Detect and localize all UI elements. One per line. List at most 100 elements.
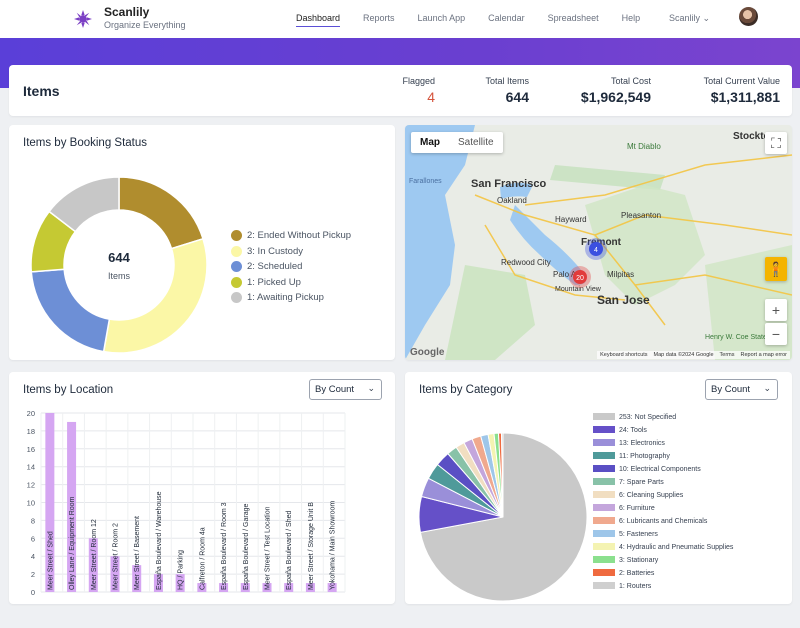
x-tick-label: Meer Street / Test Location	[265, 506, 272, 590]
nav-calendar[interactable]: Calendar	[488, 13, 525, 23]
legend-swatch	[593, 413, 615, 420]
nav-dashboard[interactable]: Dashboard	[296, 13, 341, 27]
legend-item[interactable]: 1: Picked Up	[231, 275, 351, 291]
y-tick-label: 0	[31, 588, 35, 597]
donut-slice-3-in-custody[interactable]	[102, 237, 208, 354]
legend-label: 3: In Custody	[247, 245, 303, 257]
bar-espa-a-boulevard-shed[interactable]	[284, 583, 294, 592]
map-tab-map[interactable]: Map	[420, 137, 440, 148]
legend-swatch	[231, 276, 242, 288]
y-tick-label: 20	[27, 409, 35, 418]
map-report-error-link[interactable]: Report a map error	[740, 352, 787, 358]
bar-meer-street-storage-unit-b[interactable]	[305, 583, 315, 592]
legend-label: 6: Lubricants and Chemicals	[619, 518, 708, 525]
legend-label: 6: Cleaning Supplies	[619, 492, 684, 499]
legend-swatch	[593, 439, 615, 446]
pie-slice-1-routers[interactable]	[500, 432, 504, 518]
stat-label: Flagged	[402, 76, 435, 86]
stat-total-items: Total Items 644	[469, 76, 529, 105]
category-metric-select[interactable]: By Count ⌄	[705, 379, 778, 400]
nav-spreadsheet[interactable]: Spreadsheet	[547, 13, 599, 23]
bar-meer-street-room-12[interactable]	[88, 538, 98, 592]
bar-olley-lane-equipment-room[interactable]	[67, 421, 77, 592]
fullscreen-icon[interactable]: ⛶	[765, 132, 787, 154]
donut-slice-2-ended-without-pickup[interactable]	[118, 176, 204, 250]
legend-item[interactable]: 2: Ended Without Pickup	[231, 228, 351, 244]
x-tick-label: Meer Street / Room 12	[91, 519, 98, 590]
nav-reports[interactable]: Reports	[363, 13, 395, 23]
brand[interactable]: Scanlily Organize Everything	[74, 6, 186, 31]
brand-tagline: Organize Everything	[104, 20, 186, 30]
bar-calfreton-room-4a[interactable]	[197, 583, 207, 592]
nav-launch-app[interactable]: Launch App	[417, 13, 466, 23]
map-data-credit: Map data ©2024 Google	[653, 352, 714, 358]
bar-espa-a-boulevard-warehouse[interactable]	[153, 574, 163, 592]
bar-meer-street-room-2[interactable]	[110, 556, 120, 592]
stat-value: 4	[427, 89, 435, 105]
y-tick-label: 4	[31, 552, 35, 561]
x-tick-label: Meer Street / Storage Unit B	[308, 502, 315, 590]
nav-help[interactable]: Help	[621, 13, 641, 23]
street-view-icon[interactable]: 🧍	[765, 257, 787, 281]
y-tick-label: 10	[27, 499, 35, 508]
chevron-down-icon: ⌄	[702, 13, 711, 23]
map-widget[interactable]: San Francisco Stockton Mt Diablo Pleasan…	[405, 125, 792, 360]
legend-label: 1: Picked Up	[247, 276, 301, 288]
legend-swatch	[593, 582, 615, 589]
bar-espa-a-boulevard-room-3[interactable]	[219, 583, 229, 592]
map-tab-satellite[interactable]: Satellite	[458, 137, 494, 148]
bar-meer-street-test-location[interactable]	[262, 583, 272, 592]
y-tick-label: 12	[27, 481, 35, 490]
bar-meer-street-shed[interactable]	[45, 413, 55, 592]
y-tick-label: 16	[27, 445, 35, 454]
map-canvas[interactable]: San Francisco Stockton Mt Diablo Pleasan…	[405, 125, 792, 360]
map-cluster-red[interactable]: 20	[569, 266, 591, 288]
bar-espa-a-boulevard-garage[interactable]	[240, 583, 250, 592]
card-title: Items by Location	[23, 384, 114, 396]
map-label-farallones: Farallones	[409, 178, 442, 185]
x-tick-label: Olley Lane / Equipment Room	[69, 496, 76, 590]
map-label-henry-coe: Henry W. Coe State Park	[705, 334, 784, 341]
map-label-san-jose: San Jose	[597, 293, 650, 307]
map-keyboard-shortcuts[interactable]: Keyboard shortcuts	[600, 352, 648, 358]
zoom-in-icon[interactable]: +	[765, 299, 787, 321]
category-pie-chart: 253: Not Specified 24: Tools 13: Electroni…	[418, 413, 734, 602]
donut-slice-2-scheduled[interactable]	[30, 268, 111, 353]
stat-value: $1,962,549	[580, 89, 651, 105]
avatar[interactable]	[739, 7, 758, 26]
legend-label: 3: Stationary	[619, 557, 659, 564]
location-card: Items by Location By Count ⌄ 0 2 4 6 8 10 12 14…	[9, 372, 395, 604]
map-label-mt-diablo: Mt Diablo	[627, 142, 661, 151]
legend-label: 5: Fasteners	[619, 531, 658, 538]
legend-item[interactable]: 3: In Custody	[231, 244, 351, 260]
booking-donut-chart	[30, 176, 208, 354]
x-tick-label: Calfreton / Room 4a	[199, 527, 206, 590]
google-logo: Google	[410, 347, 445, 358]
legend-item[interactable]: 1: Awaiting Pickup	[231, 290, 351, 306]
bar-hq-parking[interactable]	[175, 574, 185, 592]
bar-meer-street-basement[interactable]	[132, 565, 142, 592]
legend-item[interactable]: 2: Scheduled	[231, 259, 351, 275]
zoom-out-icon[interactable]: −	[765, 323, 787, 345]
top-navbar: Scanlily Organize Everything Dashboard R…	[0, 0, 800, 38]
location-metric-select[interactable]: By Count ⌄	[309, 379, 382, 400]
legend-label: 2: Ended Without Pickup	[247, 230, 352, 242]
map-terms-link[interactable]: Terms	[719, 352, 735, 358]
legend-label: 11: Photography	[619, 453, 670, 460]
legend-swatch	[593, 465, 615, 472]
chevron-down-icon: ⌄	[367, 383, 375, 393]
card-title: Items by Category	[419, 384, 513, 396]
donut-slice-1-awaiting-pickup[interactable]	[48, 176, 120, 233]
map-cluster-blue[interactable]: 4	[585, 238, 607, 260]
brand-name: Scanlily	[104, 5, 150, 19]
legend-label: 4: Hydraulic and Pneumatic Supplies	[619, 544, 734, 551]
pie-slice-253-not-specified[interactable]	[419, 432, 588, 602]
category-card: Items by Category By Count ⌄ 253: Not Sp…	[405, 372, 792, 604]
account-menu-label: Scanlily	[669, 13, 701, 23]
bar-yokohama-main-showroom[interactable]	[327, 583, 337, 592]
legend-label: 24: Tools	[619, 427, 647, 434]
legend-label: 13: Electronics	[619, 440, 665, 447]
account-menu[interactable]: Scanlily ⌄	[669, 13, 710, 24]
map-label-san-francisco: San Francisco	[471, 178, 546, 190]
legend-label: 1: Routers	[619, 583, 652, 590]
